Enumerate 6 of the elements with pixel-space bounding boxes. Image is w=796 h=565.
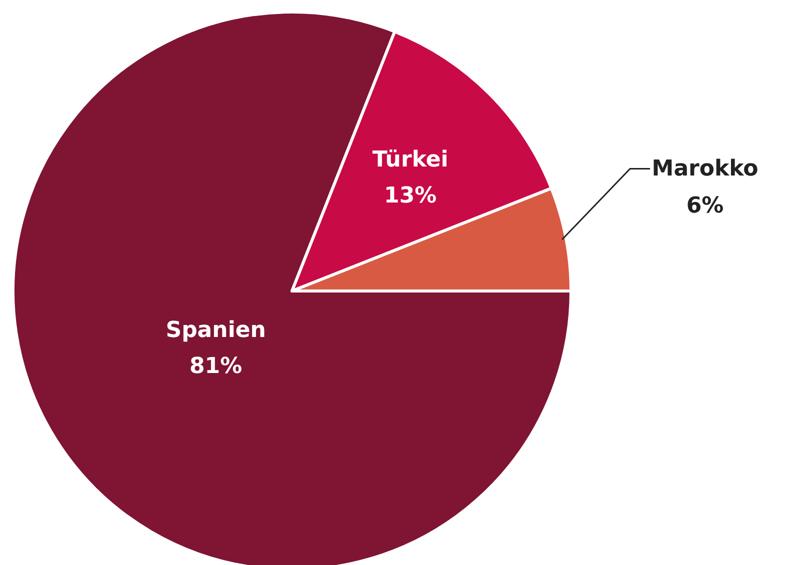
slice-label: Türkei — [372, 148, 448, 173]
slice-label: Spanien — [166, 318, 266, 343]
data-label: 6% — [686, 194, 724, 219]
slice-label: Marokko — [652, 156, 758, 182]
data-label: 13% — [384, 184, 437, 209]
data-label: 81% — [190, 354, 242, 379]
